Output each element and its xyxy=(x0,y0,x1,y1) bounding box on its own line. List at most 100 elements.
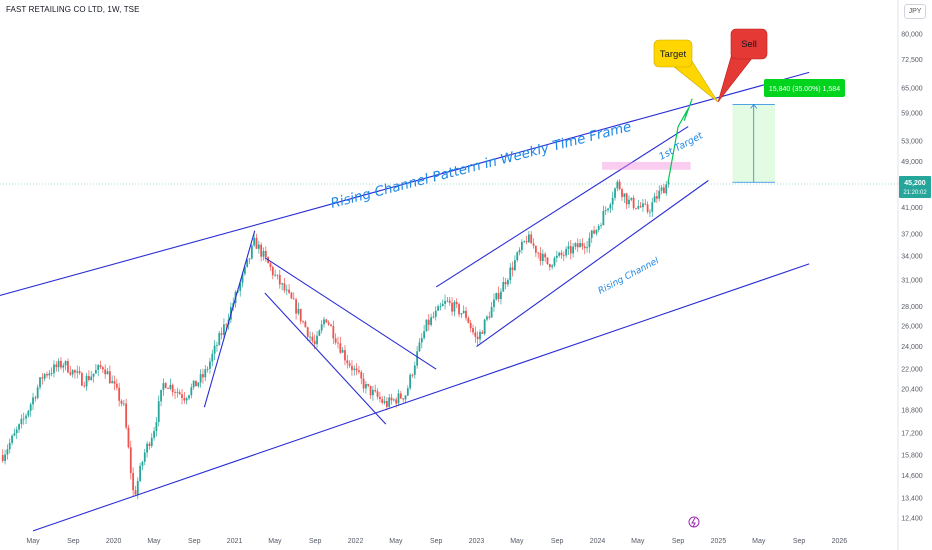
candle-body xyxy=(257,244,260,249)
candle-body xyxy=(504,281,507,285)
candle-body xyxy=(481,331,484,334)
target-callout[interactable]: Target xyxy=(653,39,719,103)
sell-callout[interactable]: Sell xyxy=(717,28,768,103)
candle-body xyxy=(118,387,121,401)
y-tick-label: 80,000 xyxy=(901,32,923,39)
candle-body xyxy=(260,244,263,257)
target-zone[interactable] xyxy=(602,161,691,170)
candle-body xyxy=(32,397,34,405)
candle-body xyxy=(220,333,223,335)
currency-button[interactable]: JPY xyxy=(904,4,926,19)
candle-body xyxy=(11,435,13,443)
candle-body xyxy=(500,291,502,300)
candle-body xyxy=(108,371,111,384)
candle-body xyxy=(297,308,300,314)
candle-body xyxy=(320,324,323,331)
candle-body xyxy=(656,196,658,199)
candle-body xyxy=(413,365,416,375)
trendline-rising-channel-bottom[interactable] xyxy=(476,180,709,348)
candle-body xyxy=(334,338,337,343)
candle-body xyxy=(632,197,635,208)
candle-body xyxy=(125,403,128,428)
candle-body xyxy=(593,230,595,234)
candle-body xyxy=(155,422,158,432)
candle-body xyxy=(143,452,146,462)
candle-body xyxy=(383,401,386,403)
candle-body xyxy=(609,204,612,209)
x-tick-label: May xyxy=(147,538,161,545)
candle-body xyxy=(255,237,258,249)
candle-body xyxy=(455,302,458,305)
candle-body xyxy=(18,424,20,430)
candle-body xyxy=(420,338,423,343)
candle-body xyxy=(437,306,439,311)
candle-body xyxy=(330,324,332,327)
candle-body xyxy=(306,327,309,337)
candle-body xyxy=(651,202,654,212)
candle-body xyxy=(295,299,297,314)
trendline-channel-top[interactable] xyxy=(0,71,810,297)
candle-body xyxy=(323,319,325,325)
candle-body xyxy=(351,365,353,371)
x-tick-label: 2020 xyxy=(106,538,122,545)
trendline-rising-channel-top[interactable] xyxy=(435,126,689,288)
candle-body xyxy=(99,365,102,368)
trendline-rally-2020[interactable] xyxy=(203,230,256,408)
candle-body xyxy=(358,370,360,373)
trendline-falling-channel-top[interactable] xyxy=(264,257,437,370)
candle-body xyxy=(181,394,183,399)
y-tick-label: 14,600 xyxy=(901,473,923,480)
trendline-falling-channel-bottom[interactable] xyxy=(264,292,387,425)
candle-body xyxy=(90,376,93,381)
candle-body xyxy=(439,306,442,307)
candle-body xyxy=(162,383,165,390)
candle-body xyxy=(607,208,609,211)
candle-body xyxy=(176,392,179,394)
candle-body xyxy=(488,316,491,318)
candle-body xyxy=(192,380,195,388)
candle-body xyxy=(13,433,16,436)
candle-body xyxy=(169,384,172,389)
candle-body xyxy=(558,252,561,256)
x-tick-label: 2022 xyxy=(348,538,364,545)
candle-body xyxy=(441,303,444,307)
candle-body xyxy=(67,361,69,373)
x-tick-label: 2021 xyxy=(227,538,243,545)
candle-body xyxy=(216,345,218,346)
candle-body xyxy=(530,234,533,244)
candle-body xyxy=(602,210,605,226)
symbol-title[interactable]: FAST RETAILING CO LTD, 1W, TSE xyxy=(6,5,140,14)
candle-body xyxy=(202,374,204,378)
candle-body xyxy=(316,335,318,345)
candle-body xyxy=(139,465,142,482)
candle-body xyxy=(553,257,556,266)
candle-body xyxy=(122,403,125,405)
candle-body xyxy=(78,371,81,374)
candle-body xyxy=(514,260,516,271)
candle-body xyxy=(250,245,253,259)
y-tick-label: 59,000 xyxy=(901,111,923,118)
candle-body xyxy=(41,377,44,379)
candle-body xyxy=(649,211,651,213)
trendline-channel-bottom[interactable] xyxy=(32,263,810,532)
candle-body xyxy=(246,259,249,267)
candle-body xyxy=(64,361,67,366)
candle-body xyxy=(646,204,649,212)
candle-body xyxy=(1,455,4,461)
candle-body xyxy=(625,193,628,205)
candle-body xyxy=(388,397,391,407)
y-tick-label: 49,000 xyxy=(901,159,923,166)
candle-body xyxy=(150,437,153,447)
candle-body xyxy=(248,258,251,260)
candle-body xyxy=(416,351,419,366)
candle-body xyxy=(190,387,193,396)
candle-body xyxy=(507,280,509,285)
candle-body xyxy=(597,226,600,230)
projection-path[interactable] xyxy=(667,98,693,183)
candle-body xyxy=(546,257,549,265)
x-tick-label: May xyxy=(389,538,403,545)
candle-body xyxy=(241,273,244,283)
measure-box[interactable]: 15,840 (35.00%) 1,584 xyxy=(764,79,845,97)
x-tick-label: Sep xyxy=(67,538,80,545)
